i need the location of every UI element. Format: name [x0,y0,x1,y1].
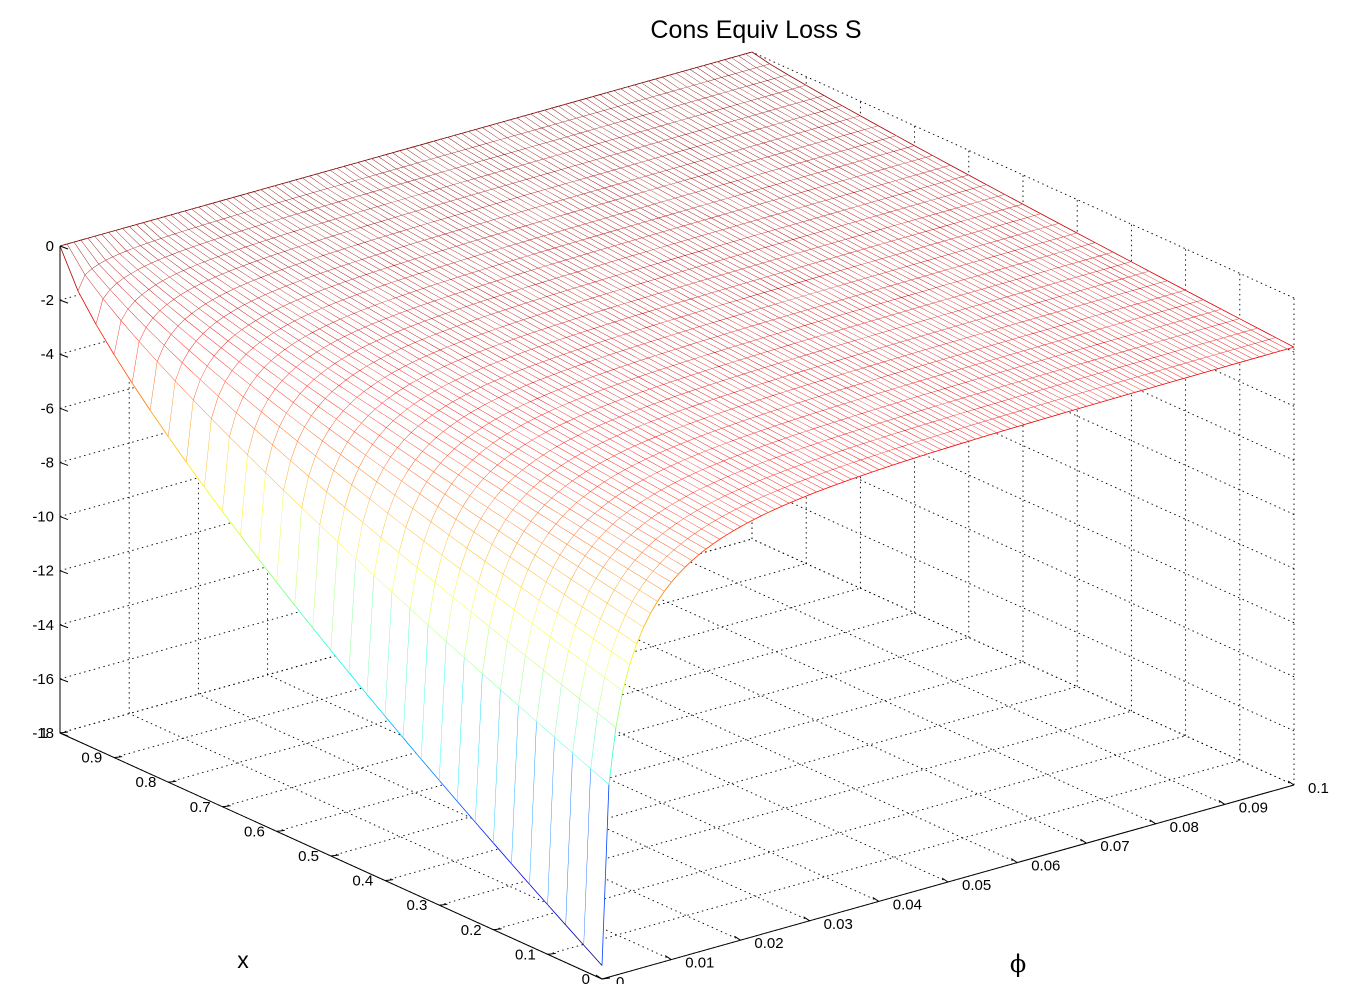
x-axis-label: x [237,947,249,973]
x-tick-mark [114,756,123,759]
phi-tick-mark [803,916,810,922]
side-wall-z-line [751,51,1295,299]
phi-tick-label: 0.07 [1100,838,1129,855]
x-tick-mark [330,854,340,857]
floor-grid-phi-line [613,577,1156,825]
phi-tick-mark [1080,838,1087,844]
z-tick-label: -8 [41,454,54,471]
phi-tick-mark [1010,858,1018,864]
z-tick-mark [59,353,69,358]
x-tick-mark [168,780,177,783]
x-tick-mark [385,879,394,882]
phi-tick-label: 0.04 [893,896,922,913]
x-tick-label: 0.7 [190,799,211,816]
z-tick-label: 0 [46,238,54,255]
phi-tick-label: 0.05 [962,877,991,894]
x-tick-label: 0.9 [81,750,102,767]
z-tick-label: -14 [32,617,54,634]
x-tick-mark [59,731,69,734]
x-tick-label: 0 [582,971,590,984]
floor-grid-phi-line [198,693,741,941]
phi-tick-label: 0.02 [754,935,783,952]
phi-tick-mark [734,935,741,941]
phi-tick-mark [872,896,880,902]
x-tick-mark [439,903,448,906]
phi-tick-mark [1149,819,1156,825]
x-tick-label: 0.5 [298,848,319,865]
phi-tick-label: 0.09 [1239,799,1268,816]
chart-title: Cons Equiv Loss S [650,16,861,44]
side-wall-z-line [751,484,1295,732]
phi-tick-mark [664,955,672,961]
x-tick-label: 0.4 [352,873,373,890]
phi-tick-label: 0 [616,974,624,984]
z-tick-mark [59,570,69,575]
phi-tick-label: 0.06 [1031,858,1060,875]
phi-tick-mark [1287,780,1295,786]
z-tick-mark [59,461,69,466]
axes: 0 0.1 0.2 0.3 0.4 0.5 0.6 0.7 0.8 0.9 1 0 0.01 0.02 0.… [32,238,1329,984]
surface-mesh [59,51,1295,966]
floor-grid-phi-line [682,557,1225,805]
z-tick-label: -16 [32,671,54,688]
x-tick-label: 0.8 [136,774,157,791]
z-tick-label: -10 [32,509,54,526]
side-wall-z-line [751,538,1295,786]
z-tick-label: -2 [41,292,54,309]
floor-grid-phi-line [267,674,810,922]
phi-axis-label: ϕ [1010,950,1026,978]
z-tick-mark [59,299,69,304]
z-tick-label: -6 [41,400,54,417]
x-tick-label: 0.1 [515,946,536,963]
phi-tick-label: 0.08 [1170,819,1199,836]
z-tick-label: -18 [32,725,54,742]
x-tick-mark [601,977,611,980]
z-tick-mark [59,516,69,521]
x-tick-label: 1 [40,725,48,742]
x-tick-label: 0.6 [244,823,265,840]
phi-tick-mark [1218,799,1226,805]
z-tick-mark [59,678,69,683]
z-tick-mark [59,407,69,412]
x-tick-mark [222,805,231,808]
x-tick-mark [547,952,556,955]
x-tick-mark [493,928,502,931]
phi-tick-label: 0.01 [685,955,714,972]
phi-tick-label: 0.03 [824,916,853,933]
x-tick-label: 0.3 [407,897,428,914]
z-tick-mark [59,245,69,250]
floor-grid-phi-line [129,713,672,961]
x-tick-mark [276,829,285,832]
phi-tick-label: 0.1 [1308,780,1329,797]
phi-tick-mark [595,974,603,980]
z-tick-label: -4 [41,346,54,363]
z-tick-mark [59,624,69,629]
z-tick-mark [59,732,69,737]
z-tick-label: -12 [32,563,54,580]
phi-tick-mark [941,877,949,883]
x-tick-label: 0.2 [461,922,482,939]
